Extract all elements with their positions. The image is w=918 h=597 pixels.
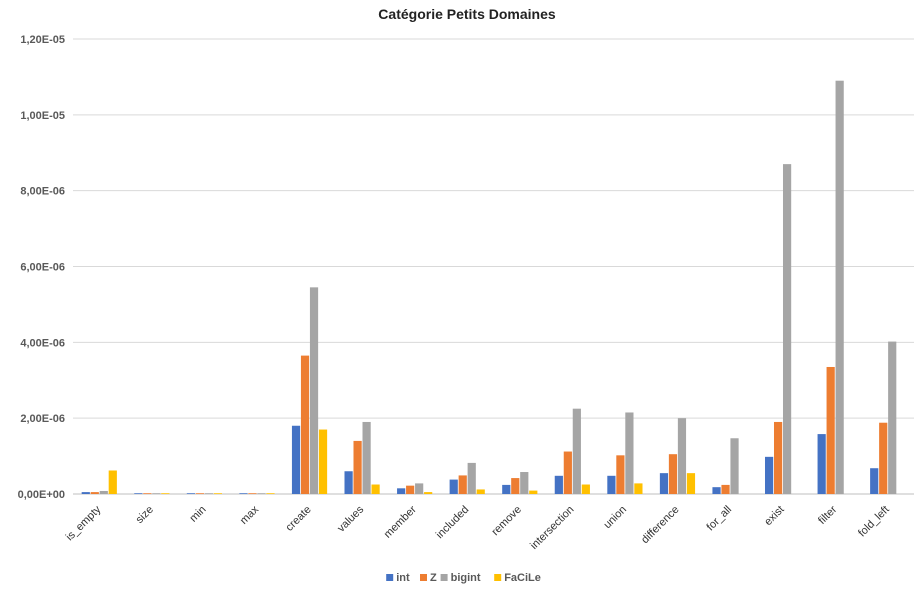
bar-bigint-union	[625, 412, 633, 494]
bar-FaCiLe-member	[424, 492, 432, 494]
legend-label-FaCiLe: FaCiLe	[504, 572, 541, 584]
x-tick-label: included	[434, 504, 471, 541]
y-tick-label: 4,00E-06	[20, 337, 65, 349]
bar-FaCiLe-difference	[687, 473, 695, 494]
bar-bigint-difference	[678, 418, 686, 494]
legend-swatch-FaCiLe	[494, 574, 501, 581]
bar-bigint-intersection	[573, 409, 581, 494]
bar-Z-max	[248, 493, 256, 494]
bar-Z-values	[353, 441, 361, 494]
x-tick-label: exist	[762, 504, 786, 528]
bar-Z-fold_left	[879, 423, 887, 494]
bar-int-values	[344, 471, 352, 494]
bar-Z-union	[616, 455, 624, 494]
legend-label-Z: Z	[430, 572, 437, 584]
legend-swatch-bigint	[441, 574, 448, 581]
legend-label-bigint: bigint	[451, 572, 481, 584]
bar-FaCiLe-remove	[529, 491, 537, 494]
bar-Z-filter	[827, 367, 835, 494]
x-tick-label: create	[284, 504, 314, 534]
y-tick-label: 6,00E-06	[20, 262, 65, 274]
x-axis: is_empty size min max create values member incl…	[64, 503, 892, 552]
x-tick-label: fold_left	[856, 504, 892, 540]
x-tick-label: remove	[489, 504, 523, 538]
y-tick-label: 0,00E+00	[18, 489, 65, 501]
bar-int-exist	[765, 457, 773, 494]
bar-Z-included	[459, 475, 467, 494]
bar-bigint-is_empty	[100, 491, 108, 494]
bar-FaCiLe-is_empty	[109, 470, 117, 494]
bar-Z-min	[196, 493, 204, 494]
y-tick-label: 8,00E-06	[20, 186, 65, 198]
bar-Z-member	[406, 486, 414, 494]
x-tick-label: max	[238, 503, 262, 527]
bar-bigint-create	[310, 287, 318, 494]
x-tick-label: intersection	[528, 504, 576, 552]
bar-FaCiLe-min	[214, 493, 222, 494]
legend-label-int: int	[396, 572, 410, 584]
chart-title: Catégorie Petits Domaines	[378, 6, 556, 22]
bar-int-difference	[660, 473, 668, 494]
x-tick-label: difference	[639, 504, 682, 547]
x-tick-label: values	[335, 503, 366, 534]
bar-int-min	[187, 493, 195, 494]
bar-int-is_empty	[82, 492, 90, 494]
bar-bigint-max	[257, 493, 265, 494]
bar-FaCiLe-values	[371, 485, 379, 494]
bar-int-union	[607, 476, 615, 494]
bar-int-fold_left	[870, 468, 878, 494]
bar-int-included	[450, 480, 458, 494]
bar-Z-difference	[669, 454, 677, 494]
bar-bigint-included	[468, 463, 476, 494]
y-tick-label: 2,00E-06	[20, 413, 65, 425]
bar-Z-for_all	[721, 485, 729, 494]
bar-int-remove	[502, 485, 510, 494]
y-tick-label: 1,20E-05	[20, 34, 65, 46]
y-axis: 0,00E+00 2,00E-06 4,00E-06 6,00E-06 8,00E-06…	[18, 34, 65, 501]
bar-Z-create	[301, 356, 309, 494]
bar-int-max	[239, 493, 247, 494]
bar-Z-intersection	[564, 452, 572, 494]
bar-bigint-values	[362, 422, 370, 494]
bar-bigint-for_all	[730, 438, 738, 494]
bar-bigint-fold_left	[888, 342, 896, 494]
bar-bigint-min	[205, 493, 213, 494]
y-tick-label: 1,00E-05	[20, 110, 65, 122]
bar-FaCiLe-union	[634, 483, 642, 494]
bar-FaCiLe-max	[266, 493, 274, 494]
bar-FaCiLe-size	[161, 493, 169, 494]
legend-swatch-Z	[420, 574, 427, 581]
x-tick-label: size	[134, 504, 156, 526]
bar-bigint-filter	[836, 81, 844, 494]
bar-bigint-member	[415, 483, 423, 494]
bar-Z-exist	[774, 422, 782, 494]
x-tick-label: min	[188, 504, 209, 525]
x-tick-label: member	[382, 503, 419, 540]
bar-int-size	[134, 493, 142, 494]
x-tick-label: filter	[816, 503, 839, 526]
bar-FaCiLe-intersection	[582, 485, 590, 494]
bar-bigint-size	[152, 493, 160, 494]
bar-int-intersection	[555, 476, 563, 494]
bar-Z-is_empty	[91, 492, 99, 494]
bar-FaCiLe-included	[477, 489, 485, 494]
bar-FaCiLe-create	[319, 430, 327, 494]
bars	[82, 81, 897, 494]
bar-Z-remove	[511, 478, 519, 494]
bar-int-member	[397, 488, 405, 494]
bar-bigint-remove	[520, 472, 528, 494]
x-tick-label: union	[602, 504, 630, 532]
legend-swatch-int	[386, 574, 393, 581]
bar-Z-size	[143, 493, 151, 494]
bar-bigint-exist	[783, 164, 791, 494]
bar-int-filter	[818, 434, 826, 494]
x-tick-label: is_empty	[64, 503, 104, 543]
bar-int-create	[292, 426, 300, 494]
bar-int-for_all	[712, 487, 720, 494]
x-tick-label: for_all	[704, 504, 734, 534]
